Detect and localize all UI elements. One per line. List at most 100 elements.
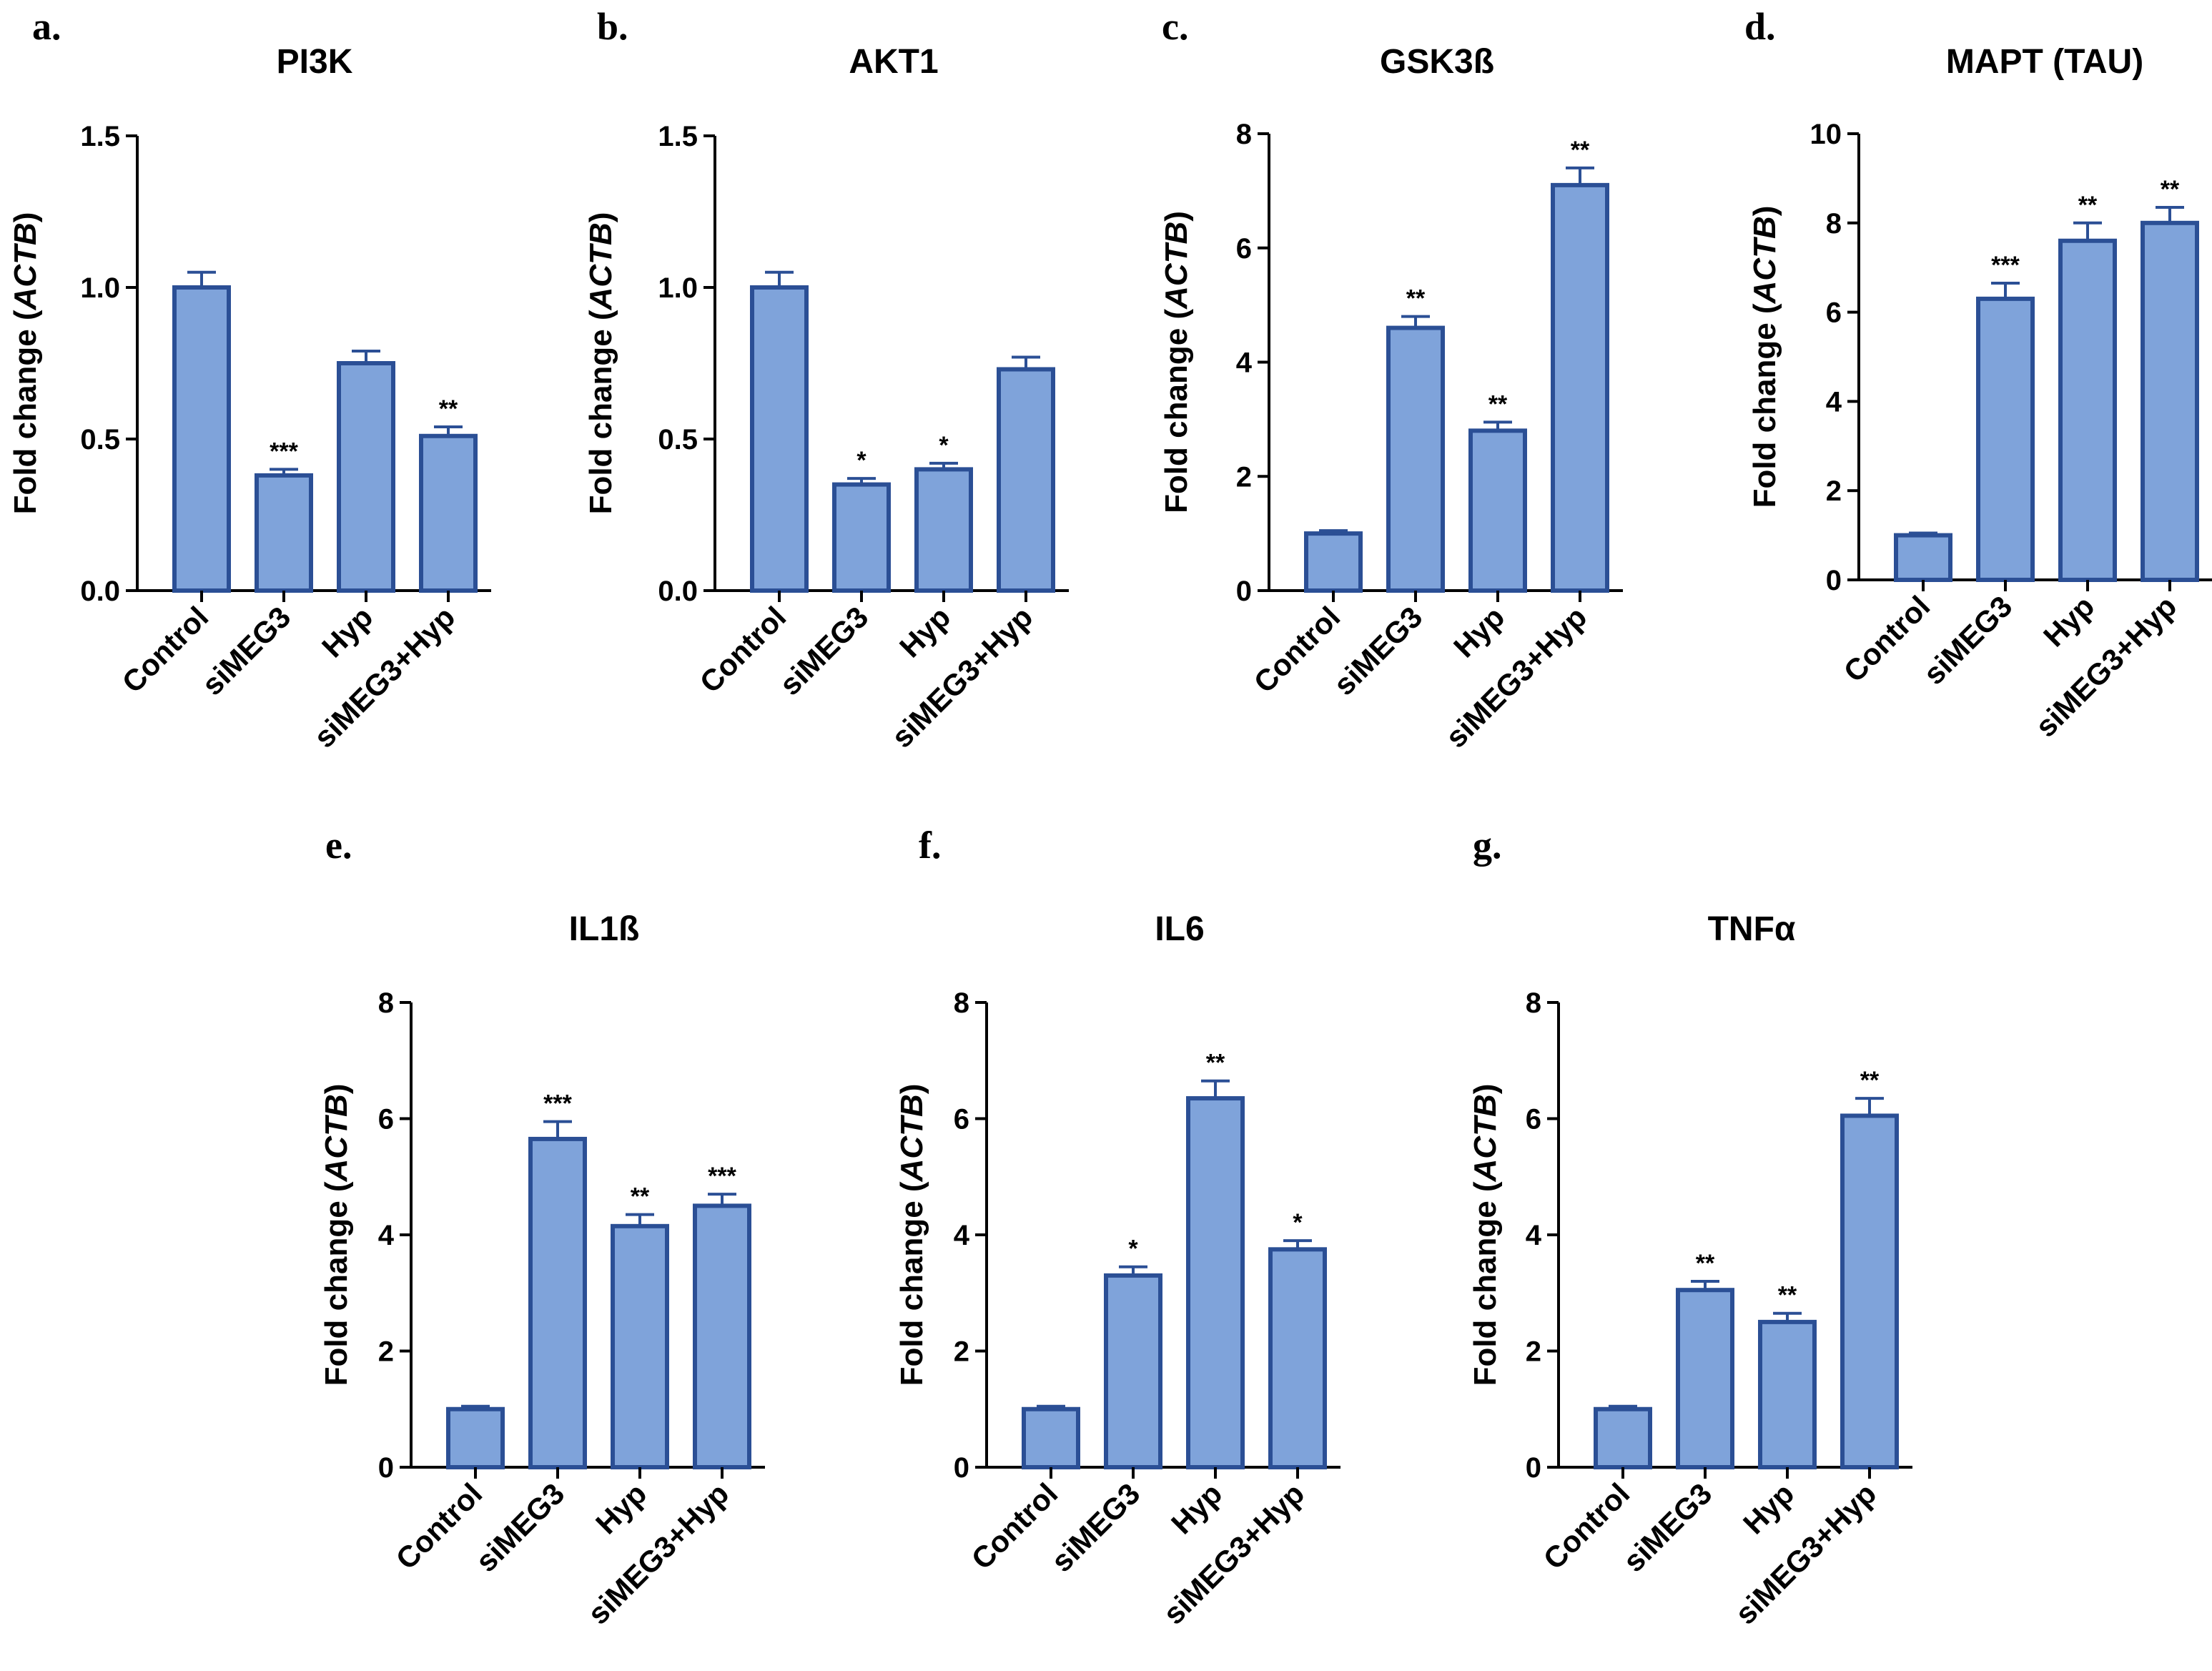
x-tick-label: Hyp xyxy=(893,600,957,664)
y-tick-label: 0 xyxy=(954,1452,969,1484)
bar xyxy=(1894,533,1952,582)
bar xyxy=(1676,1288,1734,1469)
panel-label: d. xyxy=(1744,5,1776,48)
y-tick-label: 0.0 xyxy=(658,576,698,607)
y-tick-label: 4 xyxy=(1826,386,1842,418)
y-tick-label: 6 xyxy=(1236,233,1252,265)
y-tick-label: 8 xyxy=(378,987,394,1019)
y-tick-label: 0 xyxy=(1826,565,1842,596)
significance-mark: *** xyxy=(1991,252,2020,279)
bar xyxy=(419,433,478,593)
bar xyxy=(2058,238,2117,582)
bar xyxy=(997,367,1055,593)
y-tick-label: 0.5 xyxy=(658,424,698,455)
x-tick-label: Control xyxy=(1537,1477,1636,1576)
y-axis-label: Fold change (ACTB) xyxy=(1159,211,1194,513)
x-tick-label: siMEG3+Hyp xyxy=(885,600,1040,754)
y-tick-label: 4 xyxy=(378,1220,395,1251)
y-tick-label: 0.5 xyxy=(80,424,120,455)
bar xyxy=(1594,1406,1652,1469)
significance-mark: *** xyxy=(543,1090,572,1118)
significance-mark: * xyxy=(1293,1209,1303,1236)
chart-title: MAPT (TAU) xyxy=(1946,43,2143,81)
chart-panel-2: b. AKT1 Fold change (ACTB) 0.0 0.5 1.0 1.5 Cont… xyxy=(583,5,1069,754)
x-tick-label: siMEG3+Hyp xyxy=(1439,600,1594,754)
bar xyxy=(528,1136,587,1469)
significance-mark: *** xyxy=(708,1163,736,1190)
significance-mark: ** xyxy=(1488,390,1508,418)
x-tick-label: siMEG3 xyxy=(1616,1477,1718,1578)
x-tick-label: siMEG3+Hyp xyxy=(2029,589,2183,744)
y-tick-label: 1.0 xyxy=(80,272,120,304)
bar xyxy=(1104,1273,1162,1469)
bar xyxy=(337,361,395,593)
significance-mark: *** xyxy=(270,438,298,465)
chart-panel-7: g. TNFα Fold change (ACTB) 0 2 4 6 8 Control ** si… xyxy=(1468,824,1912,1631)
x-tick-label: siMEG3 xyxy=(773,600,874,701)
y-tick-label: 2 xyxy=(1526,1336,1541,1368)
y-tick-label: 4 xyxy=(1236,347,1253,379)
y-axis-label: Fold change (ACTB) xyxy=(1468,1084,1503,1386)
y-tick-label: 0 xyxy=(378,1452,394,1484)
y-tick-label: 8 xyxy=(954,987,969,1019)
bar xyxy=(1268,1247,1327,1469)
chart-title: IL1ß xyxy=(569,910,640,948)
significance-mark: ** xyxy=(1860,1067,1880,1094)
panel-label: c. xyxy=(1162,5,1188,48)
y-tick-label: 1.5 xyxy=(80,121,120,152)
y-tick-label: 6 xyxy=(378,1104,394,1135)
x-tick-label: Hyp xyxy=(589,1477,653,1540)
y-axis-label: Fold change (ACTB) xyxy=(319,1084,354,1386)
chart-title: PI3K xyxy=(277,43,353,81)
significance-mark: ** xyxy=(1206,1050,1225,1077)
x-tick-label: siMEG3 xyxy=(1327,600,1428,701)
x-tick-label: Hyp xyxy=(2037,589,2100,653)
bar xyxy=(1386,325,1445,593)
x-tick-label: Hyp xyxy=(1447,600,1511,664)
y-tick-label: 1.0 xyxy=(658,272,698,304)
bar xyxy=(1758,1319,1817,1469)
bar xyxy=(832,482,891,593)
y-tick-label: 0.0 xyxy=(80,576,120,607)
bar xyxy=(1840,1113,1899,1469)
bar xyxy=(446,1406,505,1469)
bar xyxy=(1976,296,2035,582)
significance-mark: ** xyxy=(1406,285,1426,312)
y-axis-label: Fold change (ACTB) xyxy=(894,1084,929,1386)
bar xyxy=(611,1223,669,1469)
y-tick-label: 0 xyxy=(1236,576,1252,607)
x-tick-label: siMEG3 xyxy=(195,600,297,701)
x-tick-label: Control xyxy=(965,1477,1065,1576)
significance-mark: ** xyxy=(439,395,458,423)
significance-mark: ** xyxy=(1696,1250,1715,1277)
y-tick-label: 4 xyxy=(1526,1220,1542,1251)
chart-panel-5: e. IL1ß Fold change (ACTB) 0 2 4 6 8 Control *** s… xyxy=(319,824,765,1631)
bar xyxy=(1468,428,1527,593)
significance-mark: ** xyxy=(2161,176,2180,203)
bar xyxy=(255,473,313,593)
x-tick-label: Control xyxy=(116,600,215,699)
bar xyxy=(1304,531,1363,593)
panel-label: a. xyxy=(32,5,61,48)
chart-panel-3: c. GSK3ß Fold change (ACTB) 0 2 4 6 8 Control ** s… xyxy=(1159,5,1623,754)
bar xyxy=(1186,1096,1245,1469)
y-tick-label: 8 xyxy=(1826,208,1842,240)
bar xyxy=(1551,182,1609,593)
chart-title: GSK3ß xyxy=(1380,43,1494,81)
x-tick-label: siMEG3 xyxy=(1045,1477,1146,1578)
panel-label: b. xyxy=(597,5,628,48)
y-tick-label: 1.5 xyxy=(658,121,698,152)
chart-panel-1: a. PI3K Fold change (ACTB) 0.0 0.5 1.0 1.5 Cont… xyxy=(8,5,491,754)
chart-title: IL6 xyxy=(1155,910,1204,948)
significance-mark: * xyxy=(1128,1236,1138,1263)
y-tick-label: 10 xyxy=(1810,119,1842,150)
y-tick-label: 6 xyxy=(1826,297,1842,329)
x-tick-label: siMEG3+Hyp xyxy=(581,1477,736,1631)
x-tick-label: Control xyxy=(390,1477,489,1576)
y-tick-label: 6 xyxy=(1526,1104,1541,1135)
x-tick-label: siMEG3 xyxy=(1917,589,2018,691)
x-tick-label: siMEG3+Hyp xyxy=(1157,1477,1311,1631)
chart-title: TNFα xyxy=(1708,910,1796,948)
panel-label: e. xyxy=(325,824,352,867)
significance-mark: ** xyxy=(631,1183,650,1211)
